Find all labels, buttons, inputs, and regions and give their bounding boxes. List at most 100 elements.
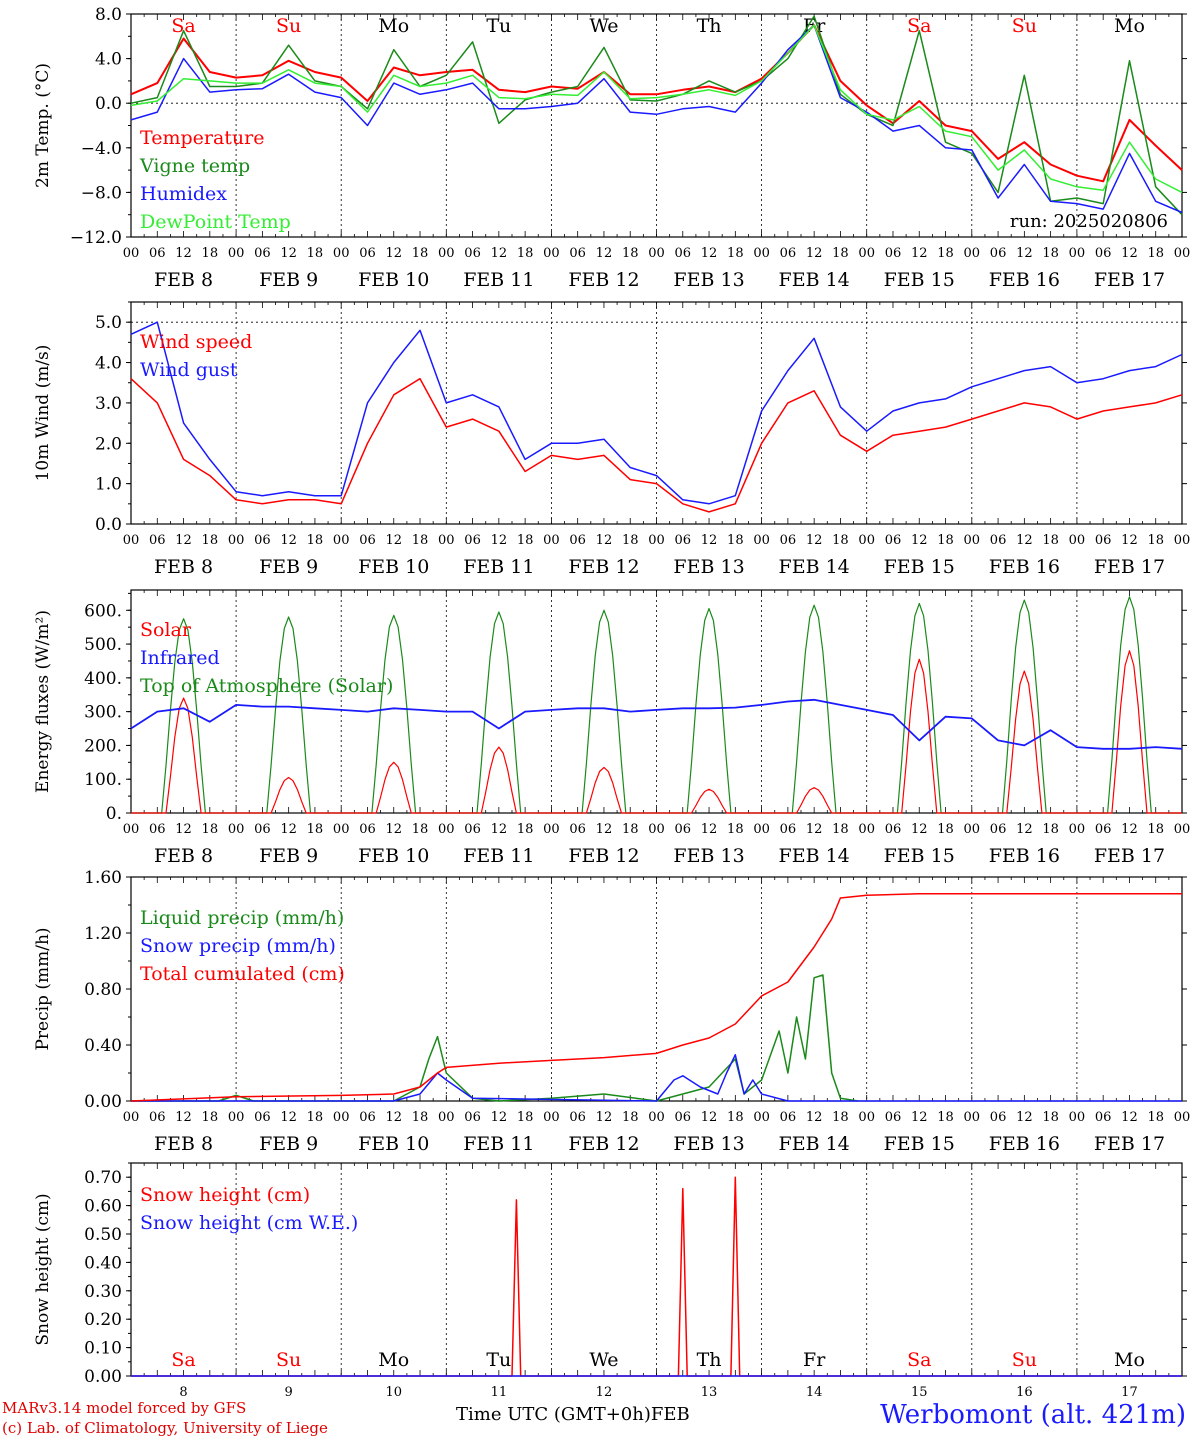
run-label: run: 2025020806 [1010,211,1168,232]
x-hour-label: 18 [1147,822,1164,837]
x-hour-label: 12 [280,533,297,548]
x-hour-label: 06 [885,246,902,261]
x-hour-label: 18 [517,1110,534,1125]
x-hour-label: 12 [701,1110,718,1125]
x-date-label: FEB 11 [463,845,534,867]
x-hour-label: 06 [149,822,166,837]
x-date-label: FEB 14 [779,269,850,291]
x-hour-label: 18 [1147,1110,1164,1125]
y-axis-label: 2m Temp. (°C) [33,63,53,188]
x-hour-label: 18 [622,1110,639,1125]
y-tick-label: 1.20 [84,924,122,944]
series-liquid-precip-mm-h- [131,974,859,1102]
x-date-label: FEB 13 [673,845,744,867]
x-hour-label: 00 [1174,822,1191,837]
x-hour-label: 00 [648,533,665,548]
y-tick-label: −4.0 [81,139,122,159]
x-hour-label: 00 [333,246,350,261]
x-hour-label: 06 [675,1110,692,1125]
x-hour-label: 00 [333,1110,350,1125]
x-hour-label: 18 [307,1110,324,1125]
x-hour-label: 00 [543,246,560,261]
x-hour-label: 12 [1121,246,1138,261]
legend-entry: Infrared [140,647,220,669]
x-date-label: FEB 12 [568,845,639,867]
y-tick-label: 3.0 [95,394,122,414]
x-hour-label: 06 [780,822,797,837]
x-hour-label: 00 [123,822,140,837]
x-hour-label: 12 [806,822,823,837]
x-hour-label: 06 [990,822,1007,837]
y-tick-label: 0.60 [84,1197,122,1217]
x-hour-label: 18 [202,246,219,261]
x-hour-label: 06 [464,822,481,837]
x-hour-label: 00 [648,822,665,837]
x-hour-label: 12 [596,246,613,261]
weekday-label: Th [697,1349,722,1371]
legend-entry: DewPoint Temp [140,211,291,233]
x-hour-label: 00 [858,1110,875,1125]
y-tick-label: 4.0 [95,354,122,374]
x-date-label: FEB 17 [1094,1133,1165,1155]
x-hour-label: 18 [832,533,849,548]
x-hour-label: 06 [359,822,376,837]
x-hour-label: 18 [412,533,429,548]
x-hour-label: 12 [596,1110,613,1125]
x-hour-label: 06 [149,246,166,261]
y-tick-label: 0.0 [95,94,122,114]
x-hour-label: 12 [280,246,297,261]
x-day-number: 17 [1121,1385,1138,1400]
x-hour-label: 06 [780,1110,797,1125]
x-hour-label: 12 [491,533,508,548]
weekday-label: Sa [171,15,195,37]
x-hour-label: 12 [280,1110,297,1125]
x-day-number: 12 [596,1385,613,1400]
x-hour-label: 06 [675,246,692,261]
panel-2: 5.0 4.0 3.0 2.0 1.0 0.0 10m Wind (m/s) 00 06 12 18… [33,301,1190,578]
model-line: MARv3.14 model forced by GFS [2,1399,247,1417]
x-hour-label: 00 [438,246,455,261]
x-hour-label: 06 [675,822,692,837]
x-hour-label: 00 [648,246,665,261]
weekday-label: We [589,1349,618,1371]
x-hour-label: 18 [202,533,219,548]
x-hour-label: 12 [1121,822,1138,837]
x-hour-label: 18 [622,822,639,837]
x-hour-label: 06 [254,533,271,548]
x-hour-label: 06 [254,1110,271,1125]
x-hour-label: 00 [123,533,140,548]
y-tick-label: 0.20 [84,1310,122,1330]
x-hour-label: 00 [648,1110,665,1125]
legend-entry: Humidex [140,183,227,205]
x-date-label: FEB 16 [989,1133,1060,1155]
x-hour-label: 00 [1069,1110,1086,1125]
weekday-label: Sa [907,15,931,37]
x-hour-label: 12 [175,533,192,548]
x-hour-label: 06 [780,533,797,548]
y-tick-label: 500. [84,635,122,655]
x-hour-label: 12 [1121,533,1138,548]
y-tick-label: 2.0 [95,434,122,454]
x-hour-label: 00 [753,246,770,261]
weekday-label: Tu [486,15,511,37]
x-hour-label: 00 [333,533,350,548]
x-hour-label: 12 [385,533,402,548]
y-tick-label: 600. [84,601,122,621]
x-day-number: 16 [1016,1385,1033,1400]
x-hour-label: 00 [858,246,875,261]
x-hour-label: 18 [412,822,429,837]
x-hour-label: 06 [1095,246,1112,261]
y-axis-label: Precip (mm/h) [33,927,53,1050]
x-hour-label: 18 [832,246,849,261]
x-hour-label: 12 [911,246,928,261]
x-hour-label: 18 [937,246,954,261]
x-day-number: 9 [285,1385,293,1400]
legend-entry: Wind gust [140,359,238,381]
x-hour-label: 12 [911,533,928,548]
weekday-label: Tu [486,1349,511,1371]
x-hour-label: 00 [228,1110,245,1125]
weekday-label: Su [1012,1349,1037,1371]
x-day-number: 10 [385,1385,402,1400]
panel-4: 1.60 1.20 0.80 0.40 0.00 Precip (mm/h) 00 06 12 1… [33,868,1190,1155]
x-hour-label: 06 [990,1110,1007,1125]
